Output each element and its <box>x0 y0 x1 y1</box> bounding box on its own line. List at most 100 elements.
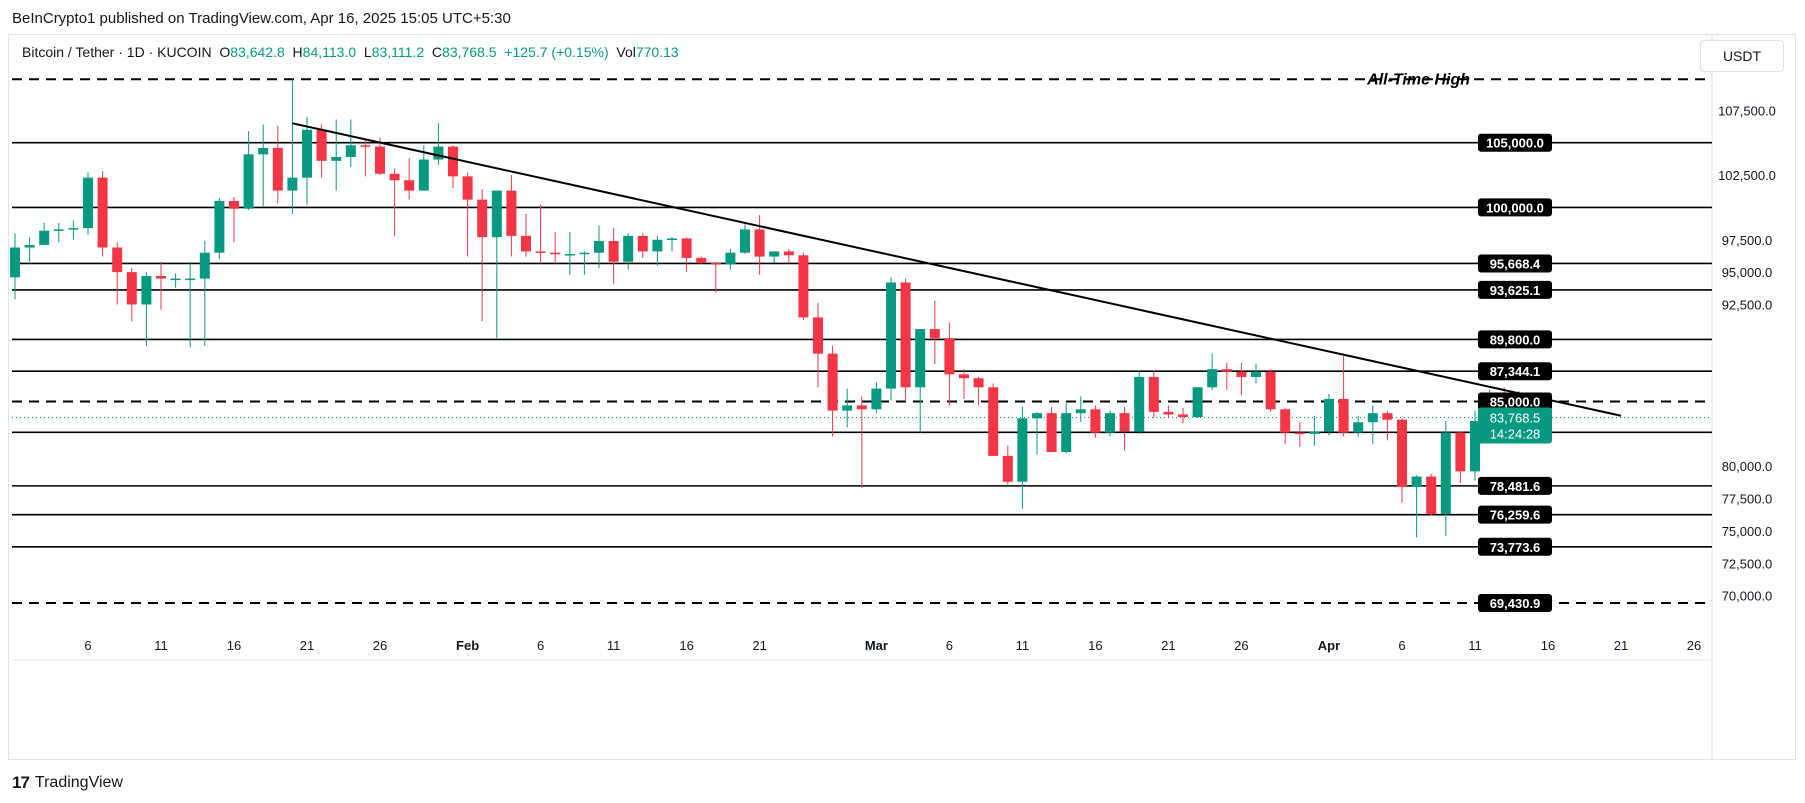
chart-legend: Bitcoin / Tether · 1D · KUCOIN O83,642.8… <box>22 44 679 60</box>
bar-countdown-label: 14:24:28 <box>1490 426 1541 441</box>
tradingview-mark-icon: 17 <box>12 773 30 792</box>
x-tick-label: 16 <box>1541 638 1555 653</box>
legend-low-label: L <box>363 44 372 60</box>
candle-body <box>418 159 429 191</box>
candle-body <box>1090 409 1101 433</box>
candle-body <box>550 252 561 255</box>
candle-body <box>1148 376 1159 412</box>
level-label-bg <box>1478 198 1552 217</box>
level-label: 105,000.0 <box>1486 136 1544 151</box>
candle-body <box>813 317 823 354</box>
candle-body <box>915 329 926 388</box>
legend-open-value: 83,642.8 <box>230 44 285 60</box>
candle-body <box>170 278 181 281</box>
y-tick-label: 97,500.0 <box>1722 233 1773 248</box>
chart-frame <box>8 34 1796 760</box>
x-tick-label: 26 <box>1687 638 1701 653</box>
candle-body <box>462 176 473 200</box>
y-tick-label: 102,500.0 <box>1718 168 1776 183</box>
candle-body <box>97 177 108 248</box>
level-label: 76,259.6 <box>1490 508 1541 523</box>
candle-body <box>68 228 79 230</box>
candle-body <box>1280 409 1291 433</box>
candle-body <box>900 282 911 388</box>
candle-body <box>1309 431 1320 434</box>
x-tick-label: Mar <box>865 638 888 653</box>
candle-body <box>1353 422 1364 433</box>
legend-high-label: H <box>292 44 303 60</box>
legend-symbol[interactable]: Bitcoin / Tether · 1D · KUCOIN <box>22 44 212 60</box>
x-tick-label: 6 <box>84 638 91 653</box>
level-label-bg <box>1478 362 1552 381</box>
level-label: 87,344.1 <box>1490 364 1541 379</box>
candle-body <box>886 282 896 389</box>
level-label-bg <box>1478 254 1552 273</box>
candle-body <box>1397 419 1407 487</box>
candle-body <box>579 252 590 255</box>
candle-body <box>302 129 312 178</box>
candle-body <box>1426 476 1437 515</box>
candle-body <box>637 235 648 252</box>
level-label-bg <box>1478 476 1552 495</box>
candle-body <box>1163 411 1174 415</box>
candle-body <box>871 388 882 410</box>
candle-body <box>10 247 20 278</box>
current-price-label: 83,768.5 <box>1490 410 1541 425</box>
candle-body <box>1134 376 1145 432</box>
currency-button[interactable]: USDT <box>1700 40 1784 72</box>
candle-body <box>53 229 64 231</box>
candle-body <box>331 156 342 161</box>
candle-body <box>1367 413 1378 423</box>
candle-body <box>1075 409 1086 414</box>
candle-body <box>83 177 93 229</box>
candle-body <box>710 263 721 265</box>
x-tick-label: 21 <box>752 638 766 653</box>
tradingview-logo[interactable]: 17 TradingView <box>12 773 123 793</box>
y-tick-label: 107,500.0 <box>1718 103 1776 118</box>
level-label: 93,625.1 <box>1490 283 1541 298</box>
candle-body <box>652 239 663 252</box>
y-tick-label: 72,500.0 <box>1722 556 1773 571</box>
candle-body <box>564 254 575 256</box>
candle-body <box>1382 413 1393 420</box>
x-tick-label: 21 <box>1614 638 1628 653</box>
candle-body <box>112 247 123 273</box>
candle-body <box>477 199 488 238</box>
x-tick-label: 6 <box>537 638 544 653</box>
ath-label: All-Time High <box>1366 71 1470 88</box>
level-label: 95,668.4 <box>1490 256 1541 271</box>
candle-body <box>287 177 298 191</box>
legend-vol-value: 770.13 <box>635 44 679 60</box>
published-caption: BeInCrypto1 published on TradingView.com… <box>12 10 511 27</box>
candle-body <box>272 147 283 191</box>
legend-close-label: C <box>431 44 443 60</box>
candle-body <box>1105 413 1115 433</box>
level-label: 100,000.0 <box>1486 200 1544 215</box>
candle-body <box>1178 414 1188 418</box>
candle-body <box>360 145 371 147</box>
candle-body <box>1192 387 1203 418</box>
candle-body <box>1338 398 1349 433</box>
candle-body <box>1207 369 1218 388</box>
candle-body <box>258 147 269 155</box>
candle-body <box>754 229 765 257</box>
x-tick-label: 26 <box>373 638 387 653</box>
candle-body <box>988 387 999 456</box>
y-tick-label: 80,000.0 <box>1722 459 1773 474</box>
candle-body <box>740 229 750 253</box>
y-tick-label: 92,500.0 <box>1722 297 1773 312</box>
candle-body <box>769 251 780 257</box>
candle-body <box>798 255 809 318</box>
x-tick-label: 21 <box>300 638 314 653</box>
candle-body <box>1236 371 1247 377</box>
x-tick-label: 21 <box>1161 638 1175 653</box>
level-label: 89,800.0 <box>1490 332 1541 347</box>
candle-body <box>842 405 853 411</box>
candle-body <box>1002 455 1013 482</box>
candle-body <box>535 251 546 253</box>
candle-body <box>1017 418 1028 482</box>
level-label-bg <box>1478 505 1552 524</box>
candle-body <box>783 251 794 256</box>
x-tick-label: 11 <box>1016 638 1030 653</box>
